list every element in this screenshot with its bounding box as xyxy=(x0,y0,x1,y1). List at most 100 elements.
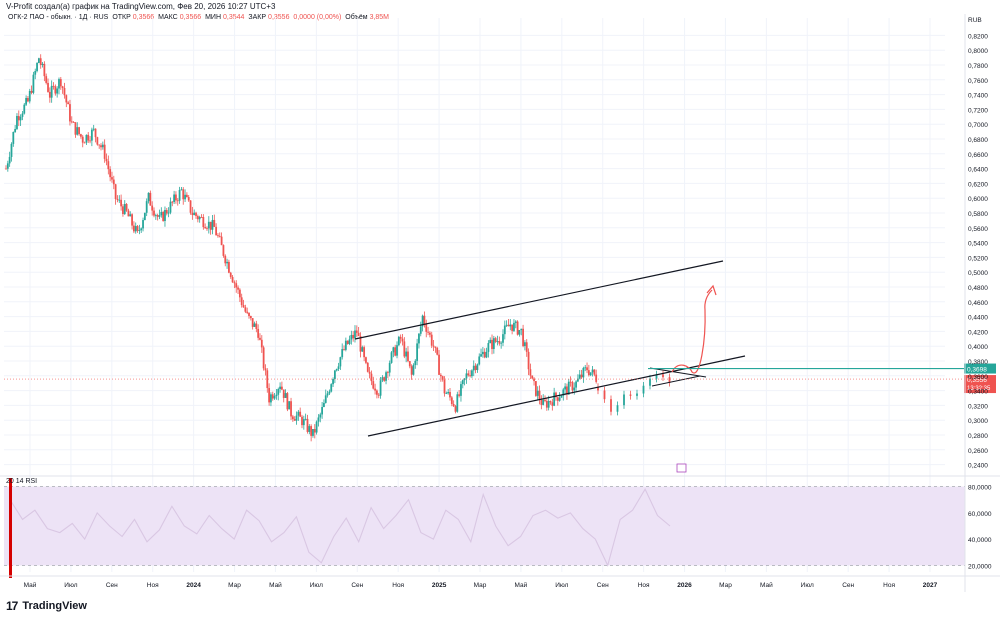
rsi-marker-bar xyxy=(9,478,12,578)
price-tick-label: 0,7000 xyxy=(968,122,988,129)
time-tick-label: Ноя xyxy=(638,582,650,589)
price-tick-label: 0,3800 xyxy=(968,359,988,366)
candle-body xyxy=(30,90,33,93)
candle-body xyxy=(397,336,400,346)
candle-body xyxy=(76,127,79,135)
candle-body xyxy=(668,377,671,383)
candle-body xyxy=(143,212,146,221)
candle-body xyxy=(450,397,453,405)
axes: 0,8200 0,8000 0,7800 0,7600 0,7400 0,7200 0,70… xyxy=(0,14,1000,592)
candle-body xyxy=(5,168,7,170)
candle-body xyxy=(45,76,48,83)
price-tick-label: 0,7600 xyxy=(968,78,988,85)
rsi-label[interactable]: 20 14 RSI xyxy=(6,478,38,485)
candle-body xyxy=(569,381,572,383)
candle-body xyxy=(363,347,366,358)
candle-body xyxy=(366,362,369,372)
candle-body xyxy=(434,346,437,348)
symbol-name[interactable]: ОГК-2 ПАО - обыкн. · 1Д · RUS xyxy=(8,14,109,21)
candle-body xyxy=(343,349,345,350)
candle-body xyxy=(103,144,106,159)
candle-body xyxy=(129,214,132,217)
time-tick-label: Июл xyxy=(555,582,568,589)
tradingview-logo[interactable]: 17 TradingView xyxy=(6,599,87,613)
candle-body xyxy=(460,384,462,396)
price-tick-label: 0,5000 xyxy=(968,270,988,277)
candle-body xyxy=(291,416,294,420)
price-tick-label: 0,7400 xyxy=(968,93,988,100)
candle-body xyxy=(8,156,11,164)
price-tick-label: 0,2400 xyxy=(968,463,988,470)
candle-body xyxy=(610,399,612,412)
candle-body xyxy=(534,381,537,396)
candle-body xyxy=(312,429,314,436)
last-price-text: 0,3556 xyxy=(967,377,987,384)
candle-body xyxy=(438,354,440,375)
candle-body xyxy=(47,82,49,92)
candle-body xyxy=(48,91,51,98)
candle-body xyxy=(164,210,166,221)
price-tick-label: 0,4200 xyxy=(968,329,988,336)
candle-body xyxy=(408,361,411,367)
candle-body xyxy=(184,194,186,200)
candle-body xyxy=(642,385,645,394)
candle-body xyxy=(249,316,252,319)
candle-body xyxy=(299,411,302,417)
candle-body xyxy=(131,214,133,226)
rsi-tick-label: 40,0000 xyxy=(968,537,992,544)
price-tick-label: 0,4800 xyxy=(968,285,988,292)
candle-body xyxy=(310,426,313,436)
candle-body xyxy=(489,339,492,344)
candle-body xyxy=(142,220,144,229)
candle-body xyxy=(302,419,305,426)
candle-body xyxy=(72,122,75,123)
candle-body xyxy=(89,140,91,142)
candle-body xyxy=(396,345,398,356)
rsi-tick-label: 20,0000 xyxy=(968,563,992,570)
chart-canvas[interactable]: 0,3698 0,3556 13:32:35 80,0000 60,0000 40,00… xyxy=(0,12,1000,592)
candle-body xyxy=(531,375,534,379)
candle-body xyxy=(156,215,159,217)
close-value: 0,3556 xyxy=(268,14,290,21)
price-tick-label: 0,7800 xyxy=(968,63,988,70)
candle-body xyxy=(407,351,409,362)
level-price-text: 0,3698 xyxy=(967,367,987,374)
candle-body xyxy=(175,194,177,201)
candle-body xyxy=(597,386,599,391)
candle-body xyxy=(277,389,280,395)
price-tick-label: 0,6600 xyxy=(968,152,988,159)
candle-body xyxy=(120,199,123,207)
candle-body xyxy=(80,134,82,137)
candle-body xyxy=(65,95,68,103)
candle-body xyxy=(290,401,292,417)
candle-body xyxy=(465,373,468,379)
candle-body xyxy=(578,374,581,379)
time-tick-label: 2026 xyxy=(677,582,692,589)
candle-body xyxy=(14,128,17,132)
candle-body xyxy=(359,336,362,352)
candle-body xyxy=(279,386,281,390)
candle-body xyxy=(167,212,170,214)
candle-body xyxy=(348,339,351,344)
candle-body xyxy=(544,399,546,401)
candle-body xyxy=(350,334,353,340)
candle-body xyxy=(293,419,296,421)
candle-body xyxy=(273,396,276,399)
candle-body xyxy=(571,382,574,391)
candle-body xyxy=(410,366,413,375)
author-line: V-Profit создал(а) график на TradingView… xyxy=(6,2,276,11)
candle-body xyxy=(416,343,419,361)
candle-body xyxy=(385,372,387,381)
candle-body xyxy=(253,323,256,327)
candle-body xyxy=(452,404,455,407)
candle-body xyxy=(372,381,375,389)
candle-body xyxy=(392,347,395,353)
candle-body xyxy=(271,394,274,399)
candle-body xyxy=(577,378,579,382)
price-tick-label: 0,7200 xyxy=(968,107,988,114)
candle-body xyxy=(418,333,420,344)
candle-body xyxy=(83,142,86,144)
open-label: ОТКР xyxy=(112,14,131,21)
candle-body xyxy=(558,397,561,401)
candle-body xyxy=(98,144,101,146)
